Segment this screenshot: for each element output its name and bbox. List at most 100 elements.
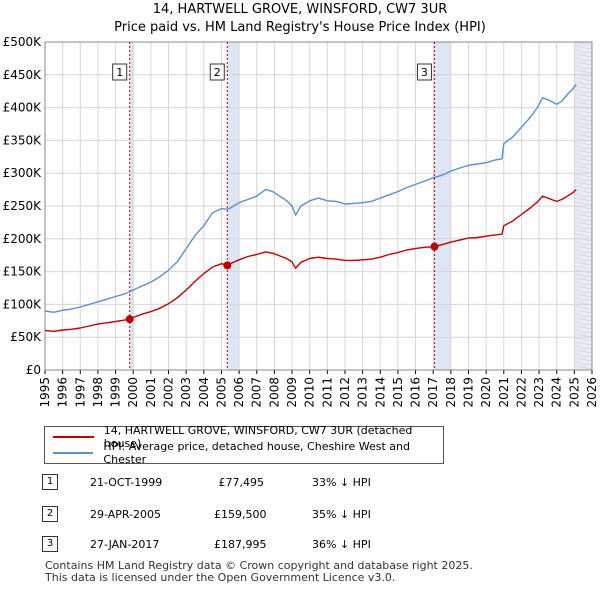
footer: Contains HM Land Registry data © Crown c… [45,560,473,584]
sale-label-box-2 [209,63,225,81]
x-tick-label: 2011 [320,377,334,408]
sale-price: £77,495 [218,476,265,489]
future-hatch [574,181,593,186]
future-hatch [574,313,593,318]
future-hatch [574,233,593,238]
y-tick-label: £350K [3,133,43,147]
future-hatch [574,101,593,106]
x-tick-label: 2015 [391,377,405,408]
future-hatch [574,289,593,294]
future-hatch [574,117,593,122]
sale-price: £187,995 [214,538,267,551]
future-hatch [574,49,593,54]
y-tick-label: £0 [26,363,41,377]
sale-date: 29-APR-2005 [90,508,162,521]
future-hatch [574,165,593,170]
sale-point-3 [430,242,439,251]
x-tick-label: 2017 [426,377,440,408]
future-hatch [574,325,593,330]
future-hatch [574,285,593,290]
future-hatch [574,189,593,194]
legend-item-property: 14, HARTWELL GROVE, WINSFORD, CW7 3UR (d… [53,424,443,450]
sale-hpi-diff: 33% ↓ HPI [312,476,371,489]
x-tick-label: 2010 [303,377,317,408]
y-tick-label: £250K [3,199,43,213]
future-hatch [574,253,593,258]
x-tick-label: 2014 [373,377,387,408]
x-tick-label: 2005 [214,377,228,408]
future-hatch [574,349,593,354]
future-hatch [574,197,593,202]
plot-border [44,41,593,371]
x-tick-label: 2002 [162,377,176,408]
x-tick-label: 1997 [73,377,87,408]
future-hatch [574,45,593,50]
x-tick-label: 2006 [232,377,246,408]
x-tick-label: 2008 [267,377,281,408]
y-tick-label: £100K [3,297,43,311]
future-hatch [574,345,593,350]
future-hatch [574,53,593,58]
future-hatch [574,277,593,282]
property-line [44,189,577,332]
future-hatch [574,77,593,82]
sale-price: £159,500 [214,508,267,521]
future-hatch [574,209,593,214]
future-hatch [574,81,593,86]
future-hatch [574,185,593,190]
future-hatch [574,213,593,218]
x-tick-label: 2004 [197,377,211,408]
footer-licence: This data is licensed under the Open Gov… [45,571,396,584]
legend-label-property: 14, HARTWELL GROVE, WINSFORD, CW7 3UR (d… [103,424,413,450]
future-hatch [574,305,593,310]
sale-hpi-diff: 36% ↓ HPI [312,538,371,551]
future-hatch [574,273,593,278]
future-hatch [574,321,593,326]
future-hatch [574,221,593,226]
future-hatch [574,89,593,94]
x-tick-label: 2009 [285,377,299,408]
sale-number-badge: 2 [42,506,58,522]
future-hatch [574,229,593,234]
x-tick-label: 2001 [144,377,158,408]
future-hatch [574,169,593,174]
future-hatch [574,357,593,362]
future-hatch [574,109,593,114]
future-hatch [574,65,593,70]
sale-hpi-diff: 35% ↓ HPI [312,508,371,521]
future-hatch [574,353,593,358]
x-tick-label: 2025 [567,377,581,408]
x-tick-label: 2022 [514,377,528,408]
future-hatch [574,249,593,254]
future-hatch [574,141,593,146]
y-tick-label: £450K [3,68,43,82]
future-hatch [574,225,593,230]
sale-label-box-3 [416,63,432,81]
future-hatch [574,245,593,250]
y-tick-label: £500K [3,35,43,49]
future-hatch [574,217,593,222]
future-hatch [574,149,593,154]
x-tick-label: 2023 [532,377,546,408]
future-hatch [574,193,593,198]
future-hatch [574,133,593,138]
y-tick-label: £200K [3,232,43,246]
future-hatch [574,365,593,370]
x-tick-label: 2024 [550,377,564,408]
sale-label-1: 1 [116,66,123,79]
future-hatch [574,57,593,62]
future-hatch [574,129,593,134]
future-hatch [574,309,593,314]
sale-row: 1 21-OCT-1999 £77,495 33% ↓ HPI [0,474,600,494]
chart-subtitle: Price paid vs. HM Land Registry's House … [114,20,486,35]
future-hatch [574,257,593,262]
x-tick-label: 2021 [497,377,511,408]
footer-copyright: Contains HM Land Registry data © Crown c… [45,559,473,572]
future-hatch [574,261,593,266]
future-hatch [574,333,593,338]
future-hatch [574,337,593,342]
sale-row: 2 29-APR-2005 £159,500 35% ↓ HPI [0,506,600,526]
sale-label-box-1 [112,63,128,81]
y-tick-label: £150K [3,265,43,279]
future-hatch [574,161,593,166]
